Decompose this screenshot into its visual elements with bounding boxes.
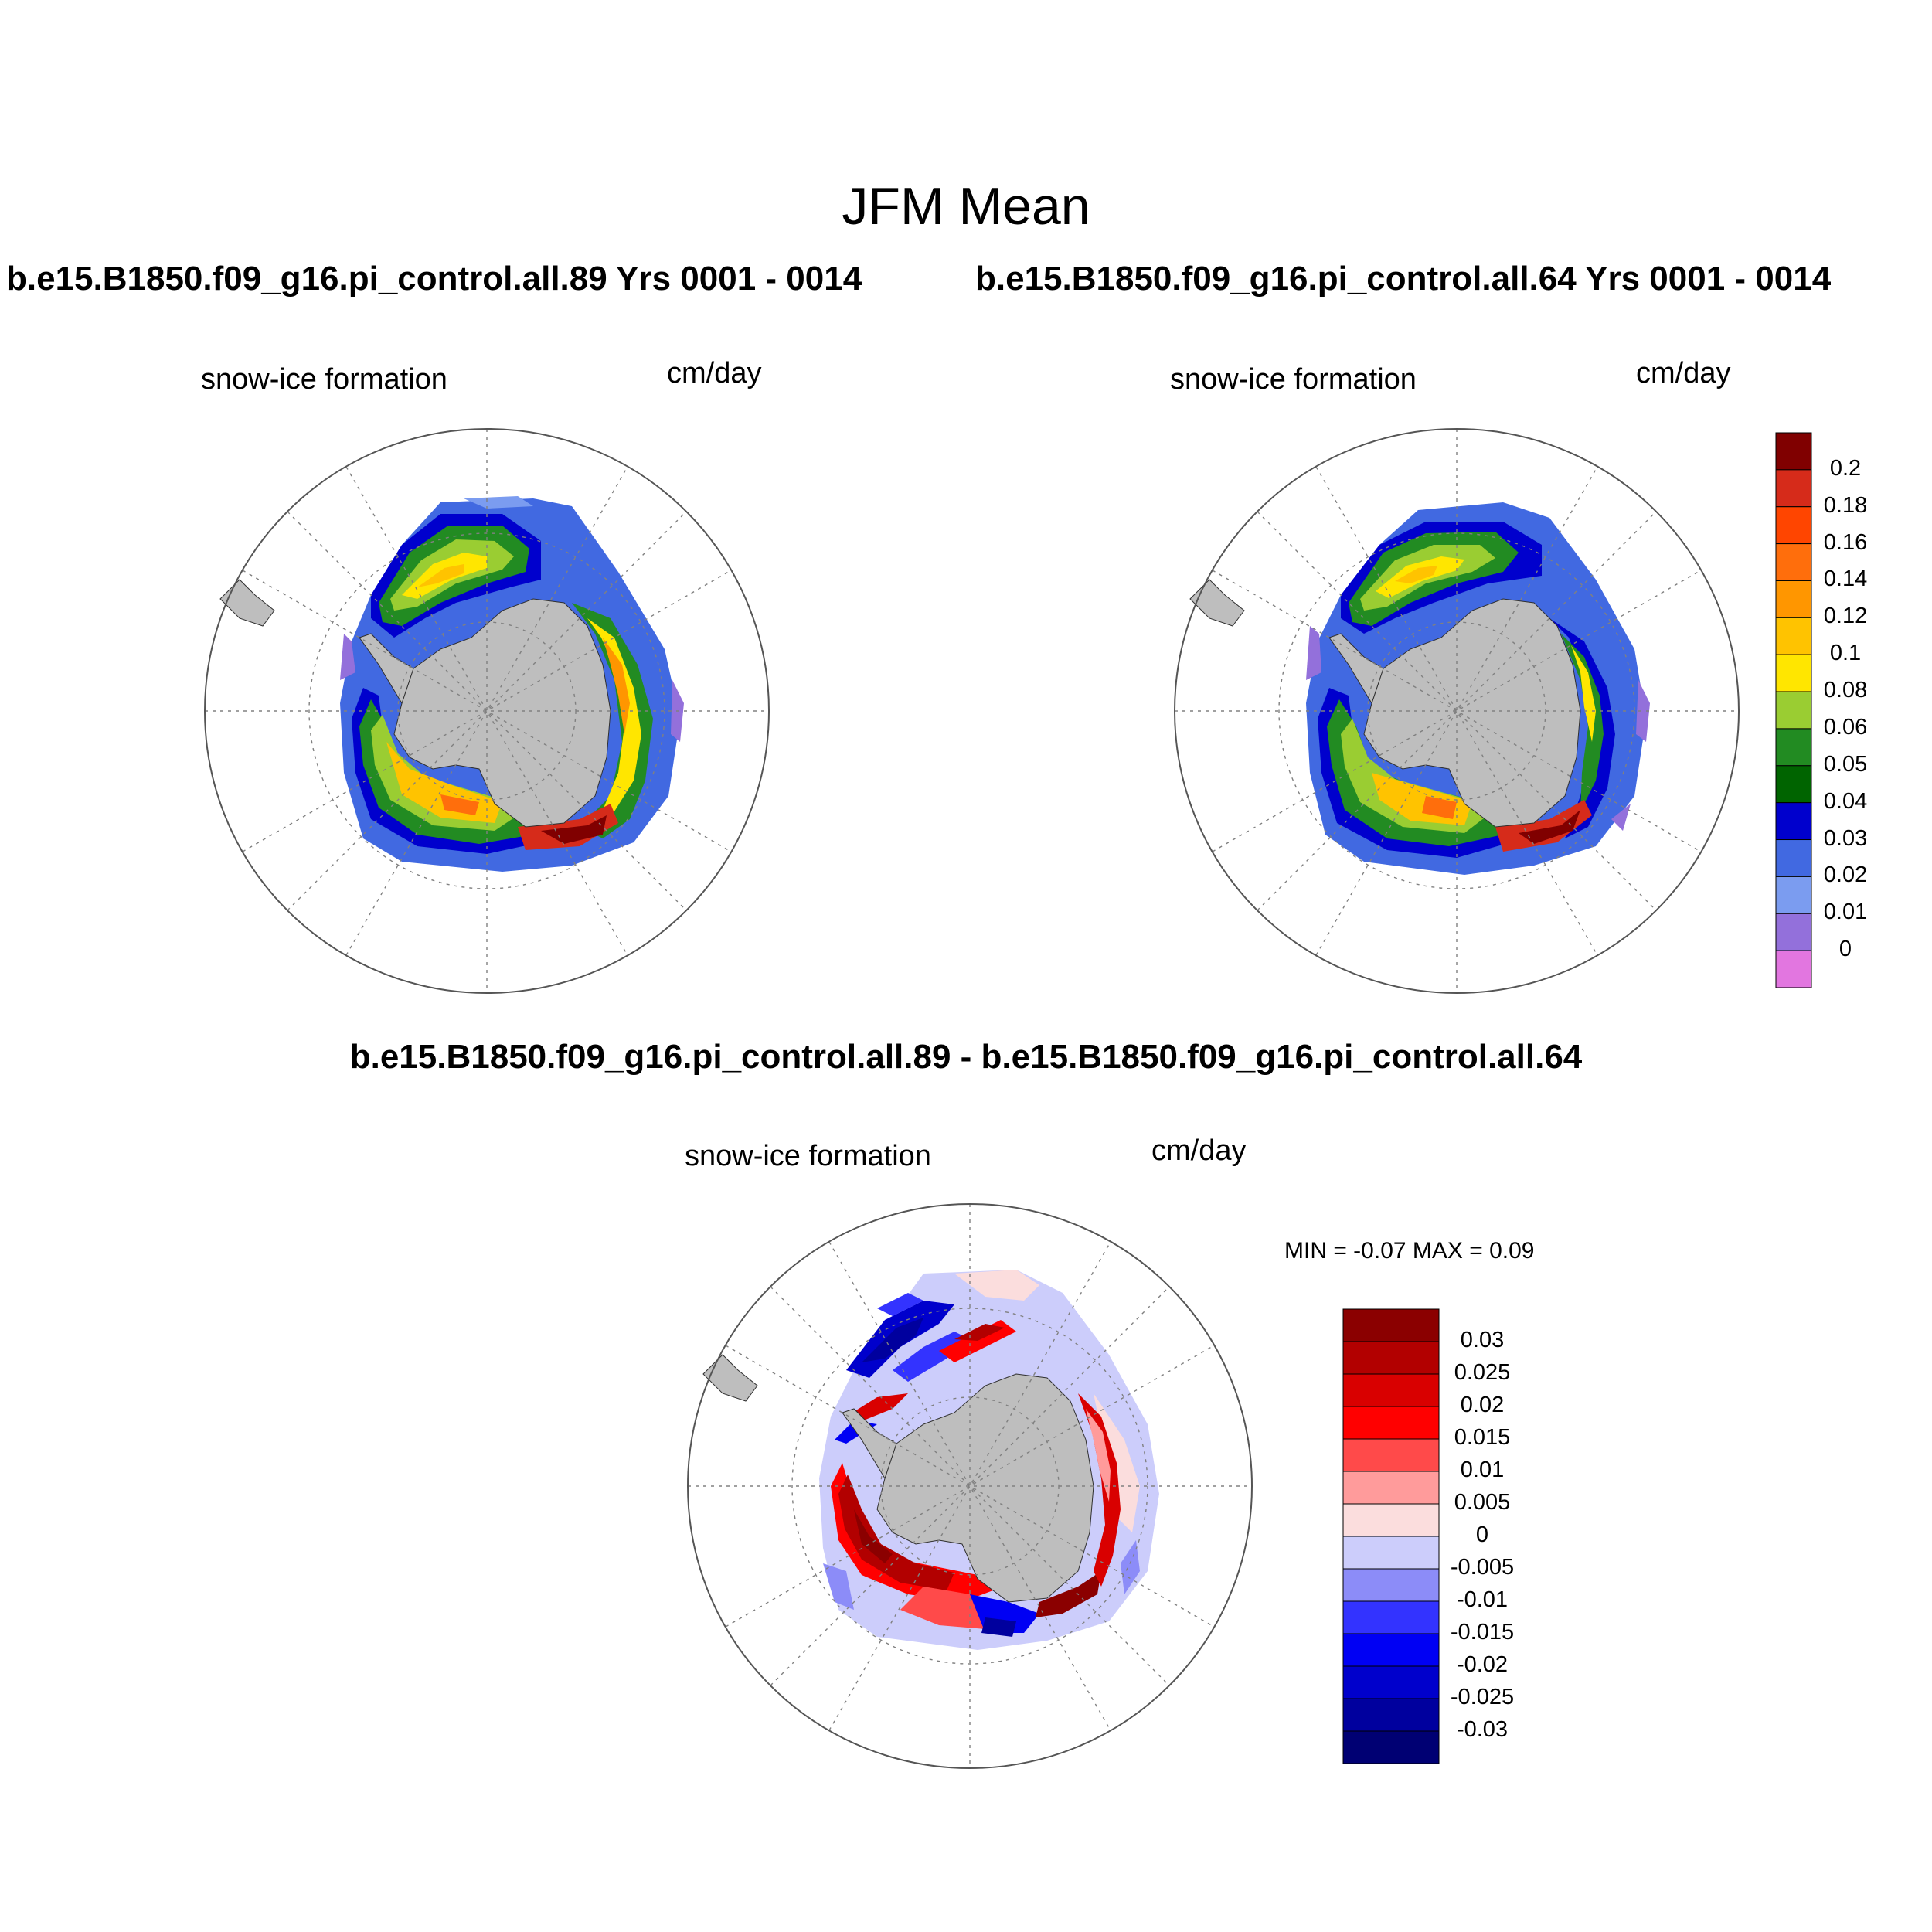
mean-colorbar-tick-label: 0.1	[1829, 641, 1862, 666]
mean-colorbar-tick-label: 0.08	[1823, 678, 1868, 703]
difference-colorbar-swatch	[1342, 1600, 1440, 1634]
mean-colorbar-swatch	[1775, 802, 1812, 841]
panel3-variable-label: snow-ice formation	[685, 1140, 931, 1172]
mean-colorbar-tick-label: 0.02	[1823, 862, 1868, 888]
difference-colorbar-swatch	[1342, 1373, 1440, 1407]
panel3-units-label: cm/day	[1151, 1134, 1247, 1167]
mean-colorbar-swatch	[1775, 654, 1812, 692]
difference-colorbar-swatch	[1342, 1406, 1440, 1440]
difference-colorbar-tick-label: -0.01	[1456, 1587, 1509, 1612]
panel2-units-label: cm/day	[1636, 357, 1731, 389]
mean-colorbar-tick-label: 0	[1838, 937, 1852, 962]
mean-colorbar-swatch	[1775, 543, 1812, 581]
mean-colorbar-swatch	[1775, 469, 1812, 508]
mean-colorbar-swatch	[1775, 765, 1812, 804]
panel1-units-label: cm/day	[667, 357, 762, 389]
south-america-land-case1	[219, 579, 275, 627]
difference-colorbar-tick-label: -0.02	[1456, 1652, 1509, 1677]
mean-colorbar-tick-label: 0.03	[1823, 825, 1868, 851]
mean-colorbar-swatch	[1775, 876, 1812, 914]
map-boundary-case1	[204, 428, 770, 994]
mean-colorbar-tick-label: 0.05	[1823, 751, 1868, 777]
case2-header: b.e15.B1850.f09_g16.pi_control.all.64 Yr…	[975, 260, 1832, 298]
difference-colorbar-swatch	[1342, 1308, 1440, 1342]
difference-colorbar-tick-label: 0.03	[1460, 1328, 1505, 1352]
mean-colorbar-swatch	[1775, 506, 1812, 545]
mean-colorbar-swatch	[1775, 580, 1812, 618]
map-boundary-difference	[687, 1203, 1253, 1769]
difference-colorbar-tick-label: 0	[1475, 1522, 1489, 1547]
mean-colorbar-swatch	[1775, 728, 1812, 767]
diff-header: b.e15.B1850.f09_g16.pi_control.all.89 - …	[349, 1038, 1583, 1076]
difference-colorbar-swatch	[1342, 1730, 1440, 1764]
mean-colorbar-tick-label: 0.12	[1823, 604, 1868, 629]
difference-colorbar-tick-label: -0.005	[1450, 1555, 1515, 1580]
mean-colorbar-swatch	[1775, 691, 1812, 730]
difference-colorbar-tick-label: -0.025	[1450, 1685, 1515, 1709]
map-boundary-case2	[1174, 428, 1740, 994]
map-case1	[204, 428, 770, 994]
difference-colorbar-tick-label: -0.015	[1450, 1620, 1515, 1645]
antarctica-land-difference	[842, 1373, 1094, 1603]
south-america-land-case2	[1189, 579, 1245, 627]
mean-colorbar-tick-label: 0.01	[1823, 900, 1868, 925]
diff-min-max-readout: MIN = -0.07 MAX = 0.09	[1284, 1238, 1535, 1264]
difference-colorbar-swatch	[1342, 1438, 1440, 1472]
difference-colorbar	[1342, 1308, 1440, 1764]
case1-header: b.e15.B1850.f09_g16.pi_control.all.89 Yr…	[6, 260, 862, 298]
difference-colorbar-swatch	[1342, 1698, 1440, 1732]
panel2-variable-label: snow-ice formation	[1170, 363, 1417, 396]
mean-colorbar-tick-label: 0.18	[1823, 492, 1868, 518]
difference-colorbar-swatch	[1342, 1536, 1440, 1570]
difference-colorbar-swatch	[1342, 1341, 1440, 1375]
difference-colorbar-tick-label: 0.01	[1460, 1458, 1505, 1482]
difference-colorbar-swatch	[1342, 1633, 1440, 1667]
mean-colorbar-tick-label: 0.04	[1823, 788, 1868, 814]
difference-colorbar-swatch	[1342, 1503, 1440, 1537]
difference-colorbar-swatch	[1342, 1471, 1440, 1505]
difference-colorbar-tick-label: 0.005	[1454, 1490, 1511, 1515]
mean-colorbar-swatch	[1775, 950, 1812, 988]
graticule-case1	[205, 429, 769, 993]
difference-colorbar-tick-label: 0.02	[1460, 1393, 1505, 1417]
map-case2	[1174, 428, 1740, 994]
map-difference	[687, 1203, 1253, 1769]
antarctica-land-case1	[359, 598, 611, 828]
mean-colorbar-tick-label: 0.06	[1823, 714, 1868, 740]
antarctica-land-case2	[1328, 598, 1581, 828]
difference-colorbar-swatch	[1342, 1568, 1440, 1602]
panel1-variable-label: snow-ice formation	[201, 363, 447, 396]
mean-colorbar-tick-label: 0.16	[1823, 529, 1868, 555]
mean-colorbar-swatch	[1775, 432, 1812, 471]
difference-colorbar-tick-label: 0.025	[1454, 1360, 1511, 1385]
difference-colorbar-swatch	[1342, 1665, 1440, 1699]
south-america-land-difference	[702, 1354, 758, 1402]
mean-colorbar	[1775, 432, 1812, 988]
graticule-case2	[1175, 429, 1739, 993]
mean-colorbar-tick-label: 0.14	[1823, 566, 1868, 592]
mean-colorbar-tick-label: 0.2	[1829, 455, 1862, 481]
graticule-difference	[688, 1204, 1252, 1768]
difference-colorbar-tick-label: -0.03	[1456, 1717, 1509, 1742]
main-title: JFM Mean	[842, 177, 1090, 236]
difference-colorbar-tick-label: 0.015	[1454, 1425, 1511, 1450]
mean-colorbar-swatch	[1775, 617, 1812, 655]
